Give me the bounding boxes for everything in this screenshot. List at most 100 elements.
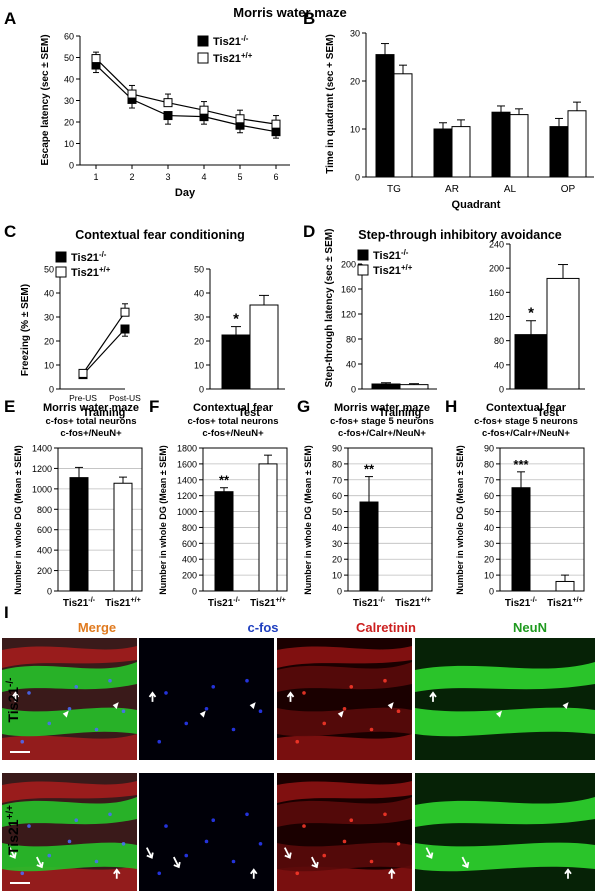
d-train-y-axis-tick-label: 160 <box>341 285 356 295</box>
e-bar-wt <box>113 482 133 592</box>
molecular-layer-band <box>2 734 137 760</box>
arrowhead-icon <box>562 702 569 710</box>
labeled-cell <box>302 691 306 695</box>
labeled-cell <box>383 678 387 683</box>
b-bar-wt <box>393 73 413 178</box>
h-x-tick-label: Tis21-/- <box>505 595 538 610</box>
c-test-significance: * <box>233 311 239 328</box>
granule-layer-lower <box>2 707 137 737</box>
c-y-label: Freezing (% ± SEM) <box>20 284 31 376</box>
labeled-cell <box>20 871 25 876</box>
a-x-label: Day <box>175 187 196 199</box>
a-x-tick-label: 1 <box>93 172 98 182</box>
figure-title: Morris water maze <box>233 5 346 20</box>
f-bar-wt <box>258 463 278 592</box>
panel-label-h: H <box>445 397 457 416</box>
arrow-icon <box>11 691 20 702</box>
b-y-label: Time in quadrant (sec + SEM) <box>325 34 336 174</box>
g-y-axis-tick-label: 70 <box>332 475 342 485</box>
d-test-y-axis-tick-label: 160 <box>489 288 504 298</box>
e-y-axis-tick-label: 600 <box>37 525 52 535</box>
c-train-series-line <box>82 328 126 376</box>
b-bar-ko <box>433 128 453 178</box>
labeled-cell <box>157 871 162 876</box>
labeled-cell <box>27 691 31 695</box>
b-y-axis-tick-label: 20 <box>350 77 360 87</box>
a-x-tick-label: 3 <box>165 172 170 182</box>
a-y-axis-tick-label: 60 <box>64 32 74 42</box>
e-y-label: Number in whole DG (Mean ± SEM) <box>13 445 23 594</box>
arrow-icon <box>461 856 470 869</box>
arrow-icon <box>310 856 319 869</box>
granule-layer-upper <box>415 797 595 827</box>
b-bar-wt <box>567 110 587 178</box>
c-test-y-axis-tick-label: 50 <box>194 265 204 275</box>
d-test-bar-ko <box>514 334 548 390</box>
c-train-x-tick-label: Post-US <box>109 393 141 403</box>
micrograph-neun-row1 <box>415 638 595 760</box>
molecular-layer-band <box>277 646 412 668</box>
f-y-axis-tick-label: 1200 <box>177 491 197 501</box>
d-train-y-axis-tick-label: 120 <box>341 310 356 320</box>
d-test-bar-wt <box>546 277 580 390</box>
labeled-cell <box>74 685 79 689</box>
granule-layer-lower <box>277 707 412 737</box>
a-y-axis-tick-label: 40 <box>64 75 74 85</box>
panel-e-title-3: c-fos+/NeuN+ <box>60 428 122 439</box>
d-legend-wt: Tis21+/+ <box>373 263 413 278</box>
panel-label-f: F <box>149 397 159 416</box>
panel-f-title-2: c-fos+ total neurons <box>187 416 278 427</box>
panel-label-b: B <box>303 9 315 28</box>
labeled-cell <box>121 842 126 846</box>
c-test-y-axis-tick-label: 30 <box>194 313 204 323</box>
labeled-cell <box>108 678 112 683</box>
labeled-cell <box>231 859 236 864</box>
labeled-cell <box>342 706 347 711</box>
panel-h-title-1: Contextual fear <box>486 402 567 414</box>
a-point-wt <box>271 119 281 129</box>
e-y-axis-tick-label: 1000 <box>32 484 52 494</box>
charts-layer: 0 10 20 30 40 50 60 1 2 3 4 5 6 Day Escape latency (se… <box>5 29 594 855</box>
labeled-cell <box>47 721 52 726</box>
labeled-cell <box>349 685 354 689</box>
c-train-x-label: Training <box>83 407 126 419</box>
panel-e-title-1: Morris water maze <box>43 402 139 414</box>
a-y-axis-tick-label: 50 <box>64 53 74 63</box>
labeled-cell <box>204 839 209 844</box>
f-y-axis-tick-label: 1400 <box>177 475 197 485</box>
a-x-tick-label: 2 <box>129 172 134 182</box>
arrow-icon <box>283 847 292 859</box>
labeled-cell <box>164 824 168 828</box>
f-x-tick-label: Tis21+/+ <box>250 595 286 610</box>
g-y-axis-tick-label: 90 <box>332 444 342 454</box>
granule-layer-lower <box>2 842 137 872</box>
labeled-cell <box>369 859 374 864</box>
h-significance: *** <box>513 457 529 472</box>
panel-g-title-3: c-fos+/Calr+/NeuN+ <box>338 428 426 439</box>
c-train-series-line <box>82 311 126 374</box>
arrow-icon <box>172 856 181 869</box>
f-x-tick-label: Tis21-/- <box>208 595 241 610</box>
arrowhead-icon <box>199 710 206 718</box>
g-y-axis-tick-label: 0 <box>337 587 342 597</box>
labeled-cell <box>302 824 306 828</box>
labeled-cell <box>211 818 216 822</box>
f-y-axis-tick-label: 800 <box>182 523 197 533</box>
b-bar-wt <box>509 114 529 178</box>
labeled-cell <box>184 721 189 726</box>
d-train-y-axis-tick-label: 0 <box>351 385 356 395</box>
c-legend-ko: Tis21-/- <box>71 250 107 265</box>
labeled-cell <box>20 739 25 744</box>
h-y-label: Number in whole DG (Mean ± SEM) <box>455 445 465 594</box>
panel-h-title-3: c-fos+/Calr+/NeuN+ <box>482 428 570 439</box>
a-y-label: Escape latency (sec ± SEM) <box>40 34 51 165</box>
arrowhead-icon <box>112 702 119 710</box>
labeled-cell <box>245 678 249 683</box>
d-test-significance: * <box>528 305 534 322</box>
granule-layer-upper <box>277 797 412 827</box>
panel-g-title-2: c-fos+ stage 5 neurons <box>330 416 434 427</box>
g-y-axis-tick-label: 20 <box>332 555 342 565</box>
labeled-cell <box>322 721 327 726</box>
arrow-icon <box>425 847 434 859</box>
